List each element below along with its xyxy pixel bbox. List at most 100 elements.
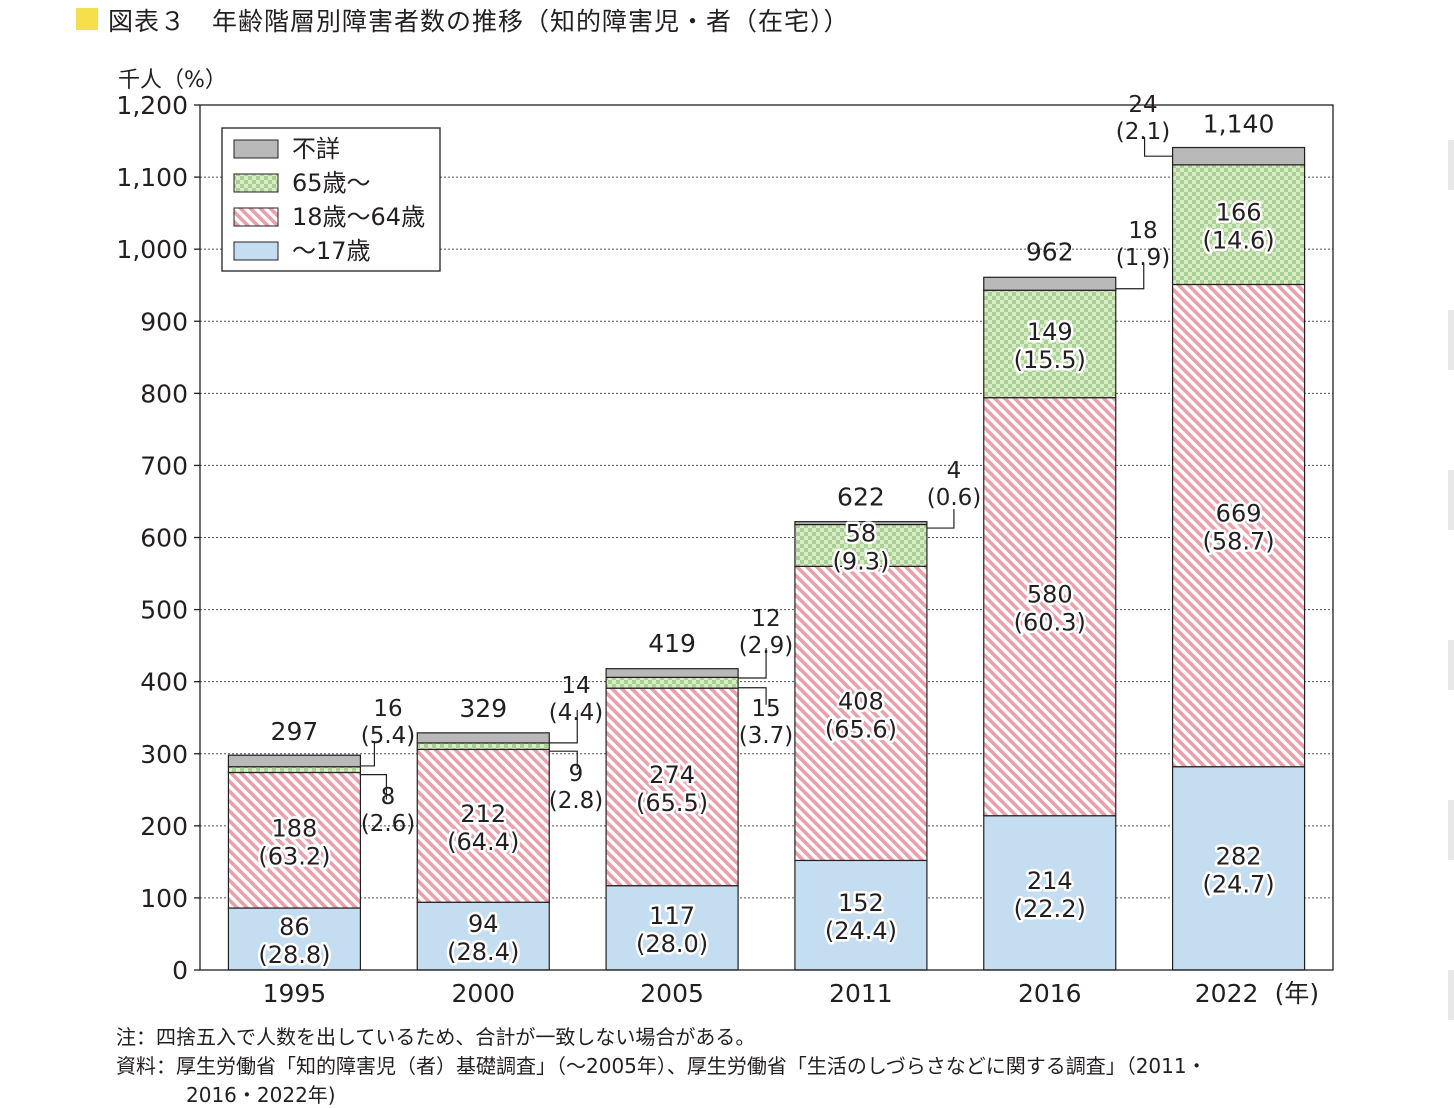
total-label: 622 [837, 483, 885, 512]
y-tick-label: 800 [140, 379, 188, 408]
bar-segment-2022-series-3 [1173, 148, 1305, 165]
callout-value-label: 12 [751, 606, 780, 632]
y-tick-label: 600 [140, 524, 188, 553]
page-edge-rule [1448, 470, 1454, 530]
legend-label: ～17歳 [292, 237, 371, 265]
callout-percent-label: (2.1) [1116, 119, 1171, 145]
value-label: 86 [279, 913, 310, 941]
y-tick-label: 700 [140, 451, 188, 480]
total-label: 329 [459, 694, 507, 723]
y-tick-label: 1,000 [116, 235, 188, 264]
total-label: 297 [271, 717, 319, 746]
note-source: 資料：厚生労働省「知的障害児（者）基礎調査」（～2005年）、厚生労働省「生活の… [116, 1050, 1207, 1079]
page-edge-rule [1448, 970, 1454, 1020]
y-tick-label: 0 [172, 956, 188, 985]
callout-value-label: 15 [751, 696, 780, 722]
value-label: 214 [1027, 867, 1073, 895]
callout-percent-label: (2.8) [549, 788, 604, 814]
value-label: 669 [1216, 500, 1262, 528]
page-edge-rule [1448, 800, 1454, 860]
page-edge-rule [1448, 140, 1454, 190]
callout-percent-label: (0.6) [927, 485, 982, 511]
legend-swatch [234, 242, 278, 260]
percent-label: (24.7) [1202, 870, 1274, 898]
callout-value-label: 24 [1128, 92, 1157, 118]
x-tick-label: 2022 [1195, 979, 1259, 1008]
callout-percent-label: (2.6) [361, 811, 416, 837]
value-label: 274 [649, 761, 695, 789]
note-source-continued: 2016・2022年) [186, 1079, 336, 1108]
y-tick-label: 1,100 [116, 163, 188, 192]
percent-label: (14.6) [1202, 227, 1274, 255]
callout-percent-label: (4.4) [549, 700, 604, 726]
y-tick-label: 100 [140, 884, 188, 913]
callout-value-label: 9 [569, 761, 584, 787]
percent-label: (65.6) [825, 715, 897, 743]
callout-leader [927, 509, 954, 528]
callout-percent-label: (1.9) [1116, 245, 1171, 271]
bar-segment-2000-series-2 [417, 743, 549, 749]
bar-segment-1995-series-2 [228, 767, 360, 773]
percent-label: (15.5) [1014, 346, 1086, 374]
percent-label: (9.3) [832, 547, 889, 575]
value-label: 58 [846, 519, 877, 547]
y-tick-label: 1,200 [116, 91, 188, 120]
legend-label: 18歳～64歳 [292, 203, 425, 231]
percent-label: (63.2) [258, 842, 330, 870]
percent-label: (28.4) [447, 938, 519, 966]
value-label: 94 [468, 910, 499, 938]
stacked-bar-chart: 0 100 200 300 400 500 600 700 800 900 1,000 1,100 1,… [0, 0, 1454, 1108]
callout-value-label: 16 [373, 696, 402, 722]
legend-swatch [234, 140, 278, 158]
percent-label: (65.5) [636, 789, 708, 817]
percent-label: (24.4) [825, 917, 897, 945]
value-label: 188 [272, 814, 318, 842]
value-label: 212 [460, 800, 506, 828]
callout-value-label: 4 [947, 458, 962, 484]
total-label: 962 [1026, 238, 1074, 267]
value-label: 408 [838, 687, 884, 715]
callout-percent-label: (3.7) [739, 723, 794, 749]
legend-label: 不詳 [292, 135, 340, 163]
grid-lines [200, 177, 1333, 898]
bar-segment-2000-series-3 [417, 733, 549, 743]
y-tick-label: 400 [140, 668, 188, 697]
x-tick-label: 2005 [640, 979, 704, 1008]
percent-label: (28.0) [636, 930, 708, 958]
callout-value-label: 8 [381, 784, 396, 810]
page-edge-rule [1448, 310, 1454, 370]
value-label: 149 [1027, 318, 1073, 346]
y-tick-label: 900 [140, 307, 188, 336]
percent-label: (64.4) [447, 828, 519, 856]
total-label: 419 [648, 629, 696, 658]
value-label: 580 [1027, 581, 1073, 609]
value-label: 282 [1216, 842, 1262, 870]
x-tick-label: 2011 [829, 979, 893, 1008]
legend-swatch [234, 208, 278, 226]
callout-value-label: 14 [561, 673, 590, 699]
value-label: 117 [649, 902, 695, 930]
x-axis-unit-label: (年) [1275, 979, 1320, 1008]
bar-segment-2016-series-3 [984, 277, 1116, 290]
legend: 不詳 65歳～ 18歳～64歳 ～17歳 [222, 128, 440, 271]
bar-segment-2005-series-3 [606, 669, 738, 678]
percent-label: (28.8) [258, 941, 330, 969]
bar-segment-1995-series-3 [228, 755, 360, 767]
note-rounding: 注：四捨五入で人数を出しているため、合計が一致しない場合がある。 [116, 1021, 755, 1050]
percent-label: (60.3) [1014, 609, 1086, 637]
legend-swatch [234, 174, 278, 192]
value-label: 152 [838, 889, 884, 917]
y-tick-label: 200 [140, 812, 188, 841]
callout-percent-label: (5.4) [361, 723, 416, 749]
page-edge-rule [1448, 640, 1454, 690]
percent-label: (58.7) [1202, 528, 1274, 556]
y-tick-label: 300 [140, 740, 188, 769]
percent-label: (22.2) [1014, 895, 1086, 923]
callout-percent-label: (2.9) [739, 633, 794, 659]
y-tick-label: 500 [140, 596, 188, 625]
bar-segment-2005-series-2 [606, 677, 738, 688]
callout-value-label: 18 [1128, 218, 1157, 244]
x-tick-label: 2000 [451, 979, 515, 1008]
x-tick-label: 2016 [1018, 979, 1082, 1008]
x-tick-label: 1995 [263, 979, 327, 1008]
